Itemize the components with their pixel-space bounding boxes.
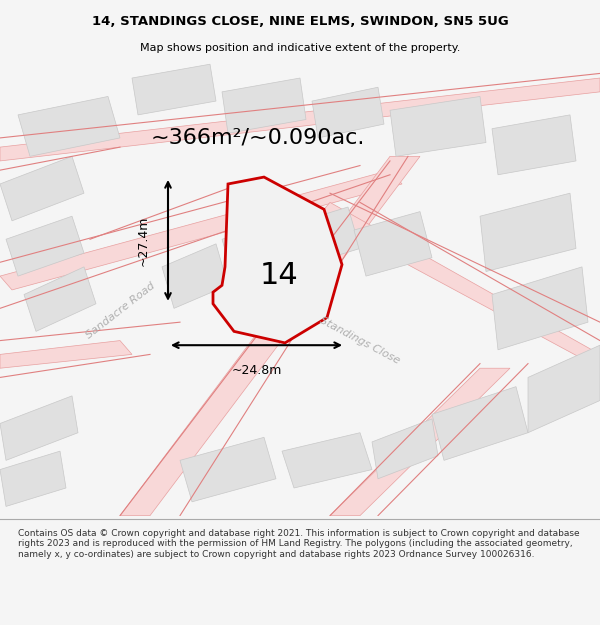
Polygon shape [0,341,132,368]
Text: Contains OS data © Crown copyright and database right 2021. This information is : Contains OS data © Crown copyright and d… [18,529,580,559]
Polygon shape [372,419,438,479]
Polygon shape [0,170,402,290]
Text: 14, STANDINGS CLOSE, NINE ELMS, SWINDON, SN5 5UG: 14, STANDINGS CLOSE, NINE ELMS, SWINDON,… [92,16,508,28]
Text: ~24.8m: ~24.8m [232,364,281,377]
Polygon shape [318,202,600,368]
Polygon shape [282,432,372,488]
Polygon shape [492,115,576,175]
Polygon shape [0,396,78,461]
Polygon shape [312,88,384,138]
Polygon shape [432,387,528,461]
Polygon shape [354,212,432,276]
Polygon shape [222,78,306,133]
Polygon shape [18,96,120,156]
Polygon shape [528,345,600,432]
Text: Sandacre Road: Sandacre Road [83,281,157,341]
Polygon shape [480,193,576,271]
Polygon shape [0,156,84,221]
Polygon shape [24,267,96,331]
Polygon shape [492,267,588,350]
Polygon shape [213,177,342,343]
Polygon shape [180,438,276,502]
Text: 14: 14 [260,261,299,289]
Polygon shape [390,96,486,156]
Text: Standings Close: Standings Close [318,315,402,366]
Text: Map shows position and indicative extent of the property.: Map shows position and indicative extent… [140,43,460,53]
Polygon shape [0,78,600,161]
Polygon shape [222,221,294,281]
Polygon shape [0,451,66,506]
Text: ~27.4m: ~27.4m [137,215,150,266]
Text: ~366m²/~0.090ac.: ~366m²/~0.090ac. [151,128,365,148]
Polygon shape [132,64,216,115]
Polygon shape [6,216,84,276]
Polygon shape [330,368,510,516]
Polygon shape [162,244,228,308]
Polygon shape [120,156,420,516]
Polygon shape [288,207,360,267]
